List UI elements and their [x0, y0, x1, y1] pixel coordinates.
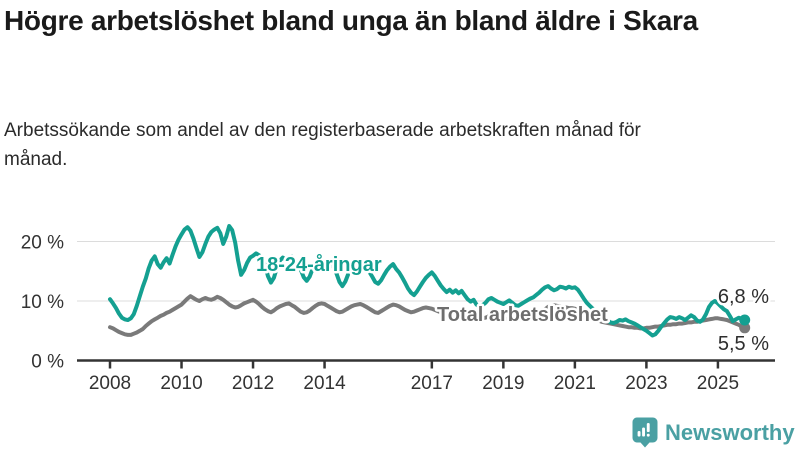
- series-line: [108, 224, 747, 338]
- end-value-label-total: 5,5 %: [718, 333, 769, 355]
- y-axis-label: 0 %: [31, 352, 64, 373]
- x-axis-label: 2012: [232, 373, 274, 394]
- y-axis-label: 10 %: [21, 292, 64, 313]
- series-label-total: Total arbetslöshet: [437, 304, 608, 326]
- x-axis-label: 2008: [89, 373, 131, 394]
- newsworthy-logo-icon: [632, 417, 658, 448]
- series-label-youth: 18-24-åringar: [256, 253, 382, 276]
- end-value-label-youth: 6,8 %: [718, 286, 769, 308]
- x-axis-label: 2014: [303, 373, 346, 394]
- x-axis-label: 2017: [411, 373, 453, 394]
- x-axis-label: 2025: [697, 373, 739, 394]
- y-axis-label: 20 %: [21, 233, 64, 254]
- series-end-dot: [739, 314, 751, 326]
- chart-series: [108, 224, 751, 338]
- series-line: [108, 294, 747, 337]
- x-axis-label: 2021: [554, 373, 596, 394]
- chart-axes: 0 % 10 % 20 % 2008 2010 2012 2014 2017 2019 2021 2…: [21, 233, 775, 394]
- chart-subtitle: Arbetssökande som andel av den registerb…: [4, 120, 641, 170]
- newsworthy-logo-text: Newsworthy: [665, 419, 795, 445]
- x-axis-label: 2010: [160, 373, 202, 394]
- x-axis-label: 2023: [625, 373, 667, 394]
- newsworthy-logo: Newsworthy: [632, 417, 795, 448]
- series-end-dot: [739, 322, 751, 334]
- page-title: Högre arbetslöshet bland unga än bland ä…: [4, 5, 698, 36]
- x-axis-label: 2019: [482, 373, 524, 394]
